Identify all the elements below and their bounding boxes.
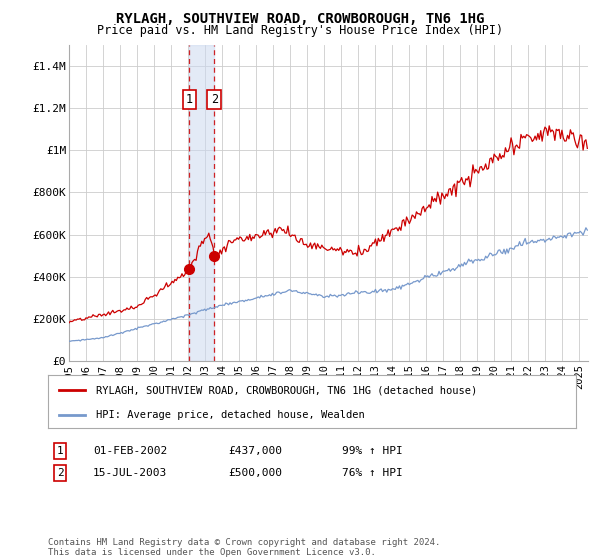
Text: HPI: Average price, detached house, Wealden: HPI: Average price, detached house, Weal… bbox=[95, 410, 364, 420]
Text: RYLAGH, SOUTHVIEW ROAD, CROWBOROUGH, TN6 1HG: RYLAGH, SOUTHVIEW ROAD, CROWBOROUGH, TN6… bbox=[116, 12, 484, 26]
Text: 01-FEB-2002: 01-FEB-2002 bbox=[93, 446, 167, 456]
Text: 1: 1 bbox=[186, 93, 193, 106]
Text: 76% ↑ HPI: 76% ↑ HPI bbox=[342, 468, 403, 478]
Text: £437,000: £437,000 bbox=[228, 446, 282, 456]
Text: 99% ↑ HPI: 99% ↑ HPI bbox=[342, 446, 403, 456]
Text: 1: 1 bbox=[56, 446, 64, 456]
Text: Price paid vs. HM Land Registry's House Price Index (HPI): Price paid vs. HM Land Registry's House … bbox=[97, 24, 503, 37]
Text: Contains HM Land Registry data © Crown copyright and database right 2024.
This d: Contains HM Land Registry data © Crown c… bbox=[48, 538, 440, 557]
Text: 2: 2 bbox=[211, 93, 218, 106]
Bar bbox=[190, 45, 214, 361]
Text: 2: 2 bbox=[56, 468, 64, 478]
Text: 15-JUL-2003: 15-JUL-2003 bbox=[93, 468, 167, 478]
Text: RYLAGH, SOUTHVIEW ROAD, CROWBOROUGH, TN6 1HG (detached house): RYLAGH, SOUTHVIEW ROAD, CROWBOROUGH, TN6… bbox=[95, 385, 477, 395]
Text: £500,000: £500,000 bbox=[228, 468, 282, 478]
